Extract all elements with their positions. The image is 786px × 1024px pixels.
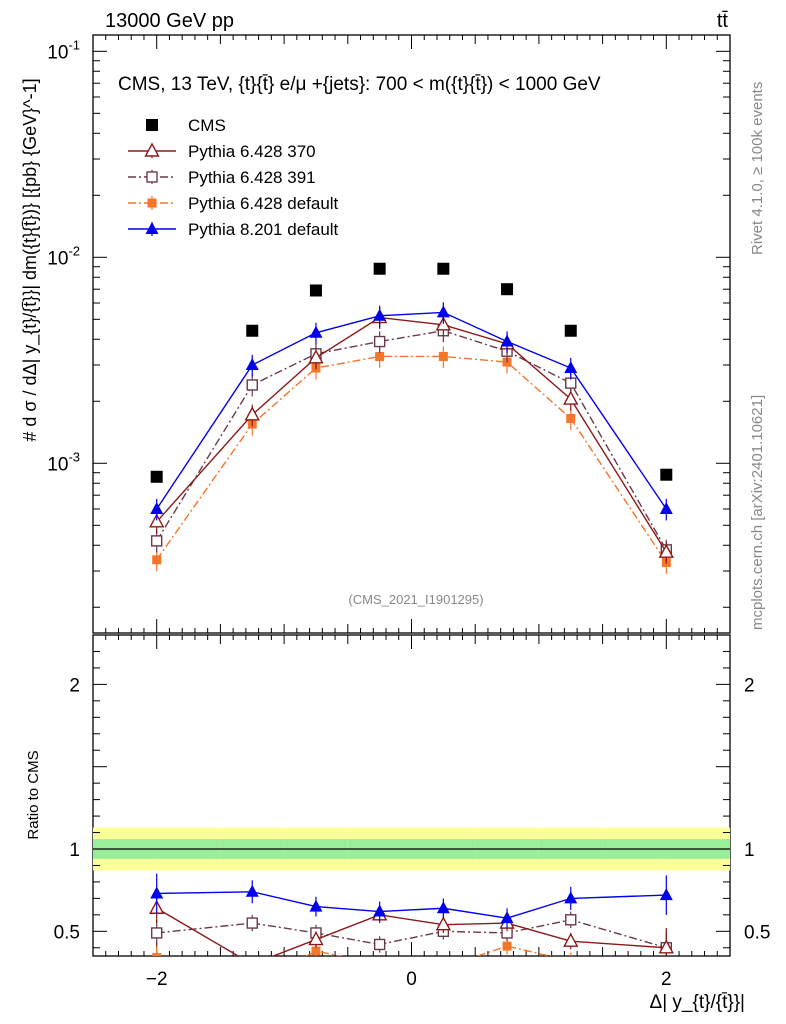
data-point-pythia-8-201-default [373,308,387,321]
data-point-pythia-6-428-391 [373,335,386,348]
ratio-point-pythia-6-428-370 [563,932,579,947]
data-point-pythia-6-428-default [438,351,448,361]
legend-label-pythia-8-201-default: Pythia 8.201 default [188,220,339,239]
ratio-point-pythia-6-428-391 [373,938,386,951]
ratio-point-pythia-8-201-default [564,891,578,904]
rivet-version-label: Rivet 4.1.0, ≥ 100k events [749,82,766,255]
ratio-point-pythia-6-428-370 [252,955,253,956]
ratio-tick-label-left: 2 [69,675,80,696]
data-point-pythia-8-201-default [150,501,164,514]
ratio-line-pythia-8-201-default [156,891,667,919]
ratio-point-pythia-6-428-default [375,960,384,969]
ratio-point-pythia-8-201-default [500,911,514,924]
mcplots-label: mcplots.cern.ch [arXiv:2401.10621] [749,395,766,630]
data-point-pythia-6-428-default [152,555,162,565]
x-tick-label: 2 [661,969,672,990]
ratio-tick-label-right: 1 [744,840,755,861]
data-point-cms [246,324,259,337]
data-point-cms [437,262,450,275]
legend: CMS Pythia 6.428 370 Pythia 6.428 391 Pythi… [128,116,339,239]
series-line-pythia-6-428-391 [156,330,667,551]
energy-label: 13000 GeV pp [105,10,234,32]
data-point-pythia-8-201-default [659,501,673,514]
ratio-tick-label-right: 0.5 [744,922,770,943]
series-line-pythia-8-201-default [156,311,667,510]
ratio-point-pythia-8-201-default [245,884,259,897]
analysis-tag: (CMS_2021_I1901295) [348,592,483,607]
ratio-point-pythia-6-428-default [248,979,257,988]
ratio-point-pythia-6-428-default [439,963,448,972]
ratio-point-pythia-6-428-default [662,960,671,969]
data-point-pythia-6-428-391 [150,535,163,547]
ratio-point-pythia-6-428-391 [565,914,577,926]
ratio-line-pythia-6-428-391 [156,919,667,949]
data-point-cms [150,470,163,483]
ratio-series-layer [149,873,674,988]
ratio-tick-label-left: 0.5 [54,922,80,943]
x-tick-label: 0 [406,969,417,990]
legend-label-pythia-6-428-default: Pythia 6.428 default [188,194,339,213]
ratio-point-pythia-8-201-default [436,901,450,914]
legend-marker-cms [146,119,158,131]
data-point-pythia-8-201-default [309,325,323,338]
ratio-tick-label-left: 1 [69,840,80,861]
data-point-pythia-6-428-370 [308,349,324,364]
data-point-pythia-6-428-370 [658,543,674,558]
y-tick-label: 10-2 [47,243,80,269]
y-tick-label: 10-1 [47,37,80,63]
axis-ticks: −2 0 2 10-3 10-2 10-1 0.5 0.5 1 1 2 2 [47,35,770,990]
data-point-cms [373,262,386,275]
main-series-layer [149,262,674,574]
ratio-point-pythia-8-201-default [150,886,164,899]
ratio-point-pythia-6-428-370 [308,931,324,946]
x-tick-label: −2 [146,969,168,990]
chart-title: CMS, 13 TeV, {t}{t̄} e/μ +{jets}: 700 < … [118,74,601,95]
ratio-point-pythia-8-201-default [373,904,387,917]
y-tick-label: 10-3 [47,449,80,475]
ratio-point-pythia-6-428-370 [435,916,452,931]
data-point-cms [309,284,322,297]
data-point-pythia-6-428-391 [246,379,258,391]
x-axis-label: Δ| y_{t}/{t̄}}| [650,992,745,1013]
process-label: tt̄ [717,10,729,32]
legend-marker-pythia-8-201-default [145,222,159,234]
ratio-point-pythia-6-428-391 [150,927,163,939]
y-axis-label: # d σ / dΔ| y_{t}/{t̄}}| dm({t}{t̄})} [{… [20,78,41,441]
data-point-pythia-6-428-370 [244,406,260,421]
legend-label-pythia-6-428-391: Pythia 6.428 391 [188,168,316,187]
series-line-pythia-6-428-default [156,355,667,563]
legend-marker-pythia-6-428-default [147,198,157,208]
data-point-cms [501,283,514,296]
ratio-point-pythia-6-428-default [566,956,575,965]
data-point-pythia-6-428-default [566,413,576,423]
ratio-point-pythia-6-428-default [311,946,321,956]
ratio-point-pythia-8-201-default [659,888,673,901]
ratio-plot-frame [92,634,731,957]
ratio-uncertainty-bands [93,827,730,871]
legend-marker-pythia-6-428-370 [144,142,160,157]
ratio-point-pythia-8-201-default [309,899,323,912]
series-line-pythia-6-428-370 [156,316,667,553]
legend-marker-pythia-6-428-391 [146,171,158,183]
data-point-cms [564,324,577,337]
ratio-tick-label-right: 2 [744,675,755,696]
data-point-pythia-6-428-391 [565,377,577,389]
ratio-point-pythia-6-428-370 [658,939,674,954]
ratio-point-pythia-6-428-391 [246,917,258,929]
data-point-pythia-6-428-default [375,351,385,361]
data-point-pythia-6-428-370 [563,390,579,405]
legend-label-pythia-6-428-370: Pythia 6.428 370 [188,142,316,161]
legend-label-cms: CMS [188,116,226,135]
ratio-axis-label: Ratio to CMS [25,750,42,839]
data-point-pythia-8-201-default [564,361,578,374]
data-point-pythia-8-201-default [245,358,259,371]
ratio-line-pythia-6-428-370 [156,907,667,956]
ratio-point-pythia-6-428-default [152,953,162,956]
data-point-pythia-8-201-default [436,305,450,318]
data-point-cms [660,468,673,481]
data-point-pythia-8-201-default [500,334,514,347]
data-point-pythia-6-428-370 [149,513,165,528]
ratio-point-pythia-6-428-default [502,941,512,951]
